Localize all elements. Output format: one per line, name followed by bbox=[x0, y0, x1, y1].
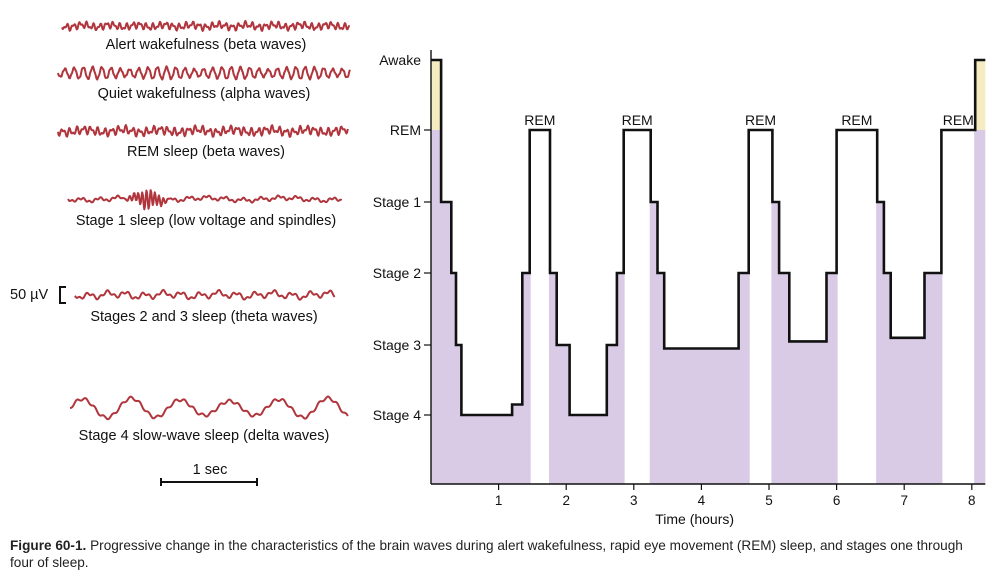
y-level-label: Stage 1 bbox=[373, 194, 421, 210]
eeg-trace-beta-rem bbox=[57, 124, 349, 138]
figure-caption: Figure 60-1. Progressive change in the c… bbox=[10, 537, 990, 571]
eeg-panel bbox=[57, 19, 351, 486]
x-tick-label: 1 bbox=[495, 493, 503, 508]
eeg-label-stage1: Stage 1 sleep (low voltage and spindles) bbox=[75, 213, 337, 229]
y-level-label: Stage 4 bbox=[373, 407, 421, 423]
awake-fill-0 bbox=[431, 60, 442, 130]
eeg-label-beta-alert: Alert wakefulness (beta waves) bbox=[105, 37, 307, 53]
rem-period-label: REM bbox=[841, 112, 872, 128]
time-scale-bar bbox=[160, 478, 258, 486]
hypnogram-chart: Awake REM Stage 1 Stage 2 Stage 3 Stage 4 1 2 3 4… bbox=[373, 50, 986, 527]
hypnogram-line bbox=[431, 58, 986, 417]
x-tick-label: 8 bbox=[968, 493, 976, 508]
x-tick-label: 4 bbox=[698, 493, 706, 508]
rem-gap-1 bbox=[624, 131, 650, 484]
x-tick-label: 3 bbox=[630, 493, 638, 508]
rem-period-label: REM bbox=[524, 112, 555, 128]
x-axis-title: Time (hours) bbox=[655, 511, 734, 527]
time-scale-label: 1 sec bbox=[192, 462, 228, 478]
rem-gap-2 bbox=[749, 131, 772, 484]
y-level-label: Awake bbox=[379, 52, 421, 68]
eeg-trace-alpha bbox=[57, 65, 351, 81]
caption-text: Progressive change in the characteristic… bbox=[10, 538, 963, 570]
rem-period-label: REM bbox=[745, 112, 776, 128]
x-tick-label: 6 bbox=[833, 493, 841, 508]
eeg-label-theta: Stages 2 and 3 sleep (theta waves) bbox=[90, 309, 318, 325]
eeg-trace-stage1 bbox=[67, 189, 343, 211]
eeg-label-delta: Stage 4 slow-wave sleep (delta waves) bbox=[78, 428, 330, 444]
x-tick-label: 7 bbox=[900, 493, 908, 508]
eeg-trace-delta bbox=[69, 395, 349, 421]
x-tick-label: 5 bbox=[765, 493, 773, 508]
voltage-scale-label: 50 µV bbox=[10, 287, 49, 303]
y-level-label: Stage 2 bbox=[373, 265, 421, 281]
voltage-scale-bar bbox=[59, 286, 66, 304]
rem-period-label: REM bbox=[943, 112, 974, 128]
y-level-label: Stage 3 bbox=[373, 337, 421, 353]
sleep-fill bbox=[431, 130, 986, 484]
eeg-label-alpha: Quiet wakefulness (alpha waves) bbox=[97, 86, 311, 102]
rem-gap-0 bbox=[530, 131, 549, 484]
x-tick-label: 2 bbox=[562, 493, 570, 508]
rem-period-label: REM bbox=[622, 112, 653, 128]
awake-fill-1 bbox=[975, 60, 986, 130]
eeg-label-beta-rem: REM sleep (beta waves) bbox=[127, 144, 285, 160]
rem-gap-3 bbox=[837, 131, 877, 484]
eeg-trace-beta-alert bbox=[61, 19, 350, 32]
y-level-label: REM bbox=[390, 122, 421, 138]
rem-gap-4 bbox=[942, 131, 975, 484]
caption-label: Figure 60-1. bbox=[10, 538, 87, 553]
eeg-trace-theta bbox=[74, 288, 336, 301]
